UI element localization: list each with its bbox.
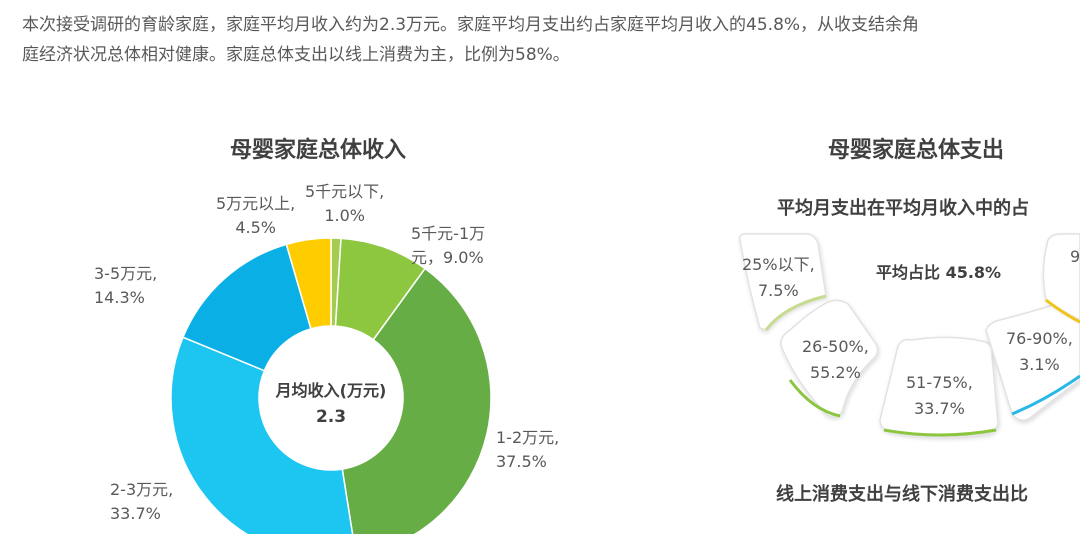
label-lt5k-value: 1.0% xyxy=(324,206,365,225)
donut-hole xyxy=(259,326,403,470)
donut-center-label: 月均收入(万元) xyxy=(275,381,387,400)
label-gt5w-value: 4.5% xyxy=(235,218,276,237)
label-3-5w-value: 14.3% xyxy=(94,288,145,307)
intro-text: 本次接受调研的育龄家庭，家庭平均月收入约为2.3万元。家庭平均月支出约占家庭平均… xyxy=(22,10,1080,70)
label-3-5w: 3-5万元, 14.3% xyxy=(94,262,157,310)
tile-51-75-accent xyxy=(883,428,997,437)
online-offline-title: 线上消费支出与线下消费支出比 xyxy=(776,484,1028,505)
label-5k-1w-value: 9.0% xyxy=(443,248,484,267)
tile-label-lt25-value: 7.5% xyxy=(758,281,799,300)
intro-line-2: 庭经济状况总体相对健康。家庭总体支出以线上消费为主，比例为58%。 xyxy=(22,45,570,65)
expense-chart-title: 母婴家庭总体支出 xyxy=(828,138,1005,163)
label-1-2w: 1-2万元, 37.5% xyxy=(496,426,559,474)
label-3-5w-name: 3-5万元, xyxy=(94,264,158,283)
label-gt5w-name: 5万元以上, xyxy=(216,194,296,213)
tile-label-26-50-value: 55.2% xyxy=(809,363,861,382)
tile-label-76-90: 76-90%, 3.1% xyxy=(1006,326,1073,378)
donut-center: 月均收入(万元) 2.3 xyxy=(258,378,404,430)
tile-26-50-accent xyxy=(788,379,841,418)
tile-26-50 xyxy=(780,299,879,418)
tile-label-26-50: 26-50%, 55.2% xyxy=(802,334,869,386)
label-2-3w-value: 33.7% xyxy=(110,504,161,523)
intro-line-1: 本次接受调研的育龄家庭，家庭平均月收入约为2.3万元。家庭平均月支出约占家庭平均… xyxy=(22,15,920,35)
expense-subtitle: 平均月支出在平均月收入中的占 xyxy=(777,198,1029,219)
label-lt5k: 5千元以下, 1.0% xyxy=(305,180,384,228)
tile-label-76-90-name: 76-90%, xyxy=(1006,329,1073,348)
tile-label-lt25-name: 25%以下, xyxy=(742,255,815,274)
expense-average: 平均占比 45.8% xyxy=(876,263,1002,282)
label-5k-1w: 5千元-1万元，9.0% xyxy=(411,222,507,270)
label-5k-1w-name: 5千元-1万元， xyxy=(411,224,486,267)
tile-label-76-90-value: 3.1% xyxy=(1019,355,1060,374)
tile-label-lt25: 25%以下, 7.5% xyxy=(742,252,815,304)
label-lt5k-name: 5千元以下, xyxy=(305,182,385,201)
tile-label-51-75-value: 33.7% xyxy=(913,399,965,418)
income-chart-title: 母婴家庭总体收入 xyxy=(230,138,407,163)
label-2-3w: 2-3万元, 33.7% xyxy=(110,478,173,526)
donut-center-value: 2.3 xyxy=(315,407,347,427)
tile-label-51-75: 51-75%, 33.7% xyxy=(906,370,973,422)
label-gt5w: 5万元以上, 4.5% xyxy=(216,192,295,240)
tile-lt25-accent xyxy=(764,294,827,331)
tile-76-90-accent xyxy=(1011,374,1080,416)
tile-label-26-50-name: 26-50%, xyxy=(802,337,869,356)
slice-1-2w xyxy=(341,267,492,534)
tile-gt90-accent xyxy=(1045,298,1080,324)
label-1-2w-name: 1-2万元, xyxy=(496,428,560,447)
tile-label-gt90: 9 xyxy=(1070,244,1080,270)
label-1-2w-value: 37.5% xyxy=(496,452,547,471)
tile-label-gt90-name: 9 xyxy=(1070,247,1080,266)
tile-label-51-75-name: 51-75%, xyxy=(906,373,973,392)
tile-76-90 xyxy=(985,295,1080,421)
label-2-3w-name: 2-3万元, xyxy=(110,480,174,499)
